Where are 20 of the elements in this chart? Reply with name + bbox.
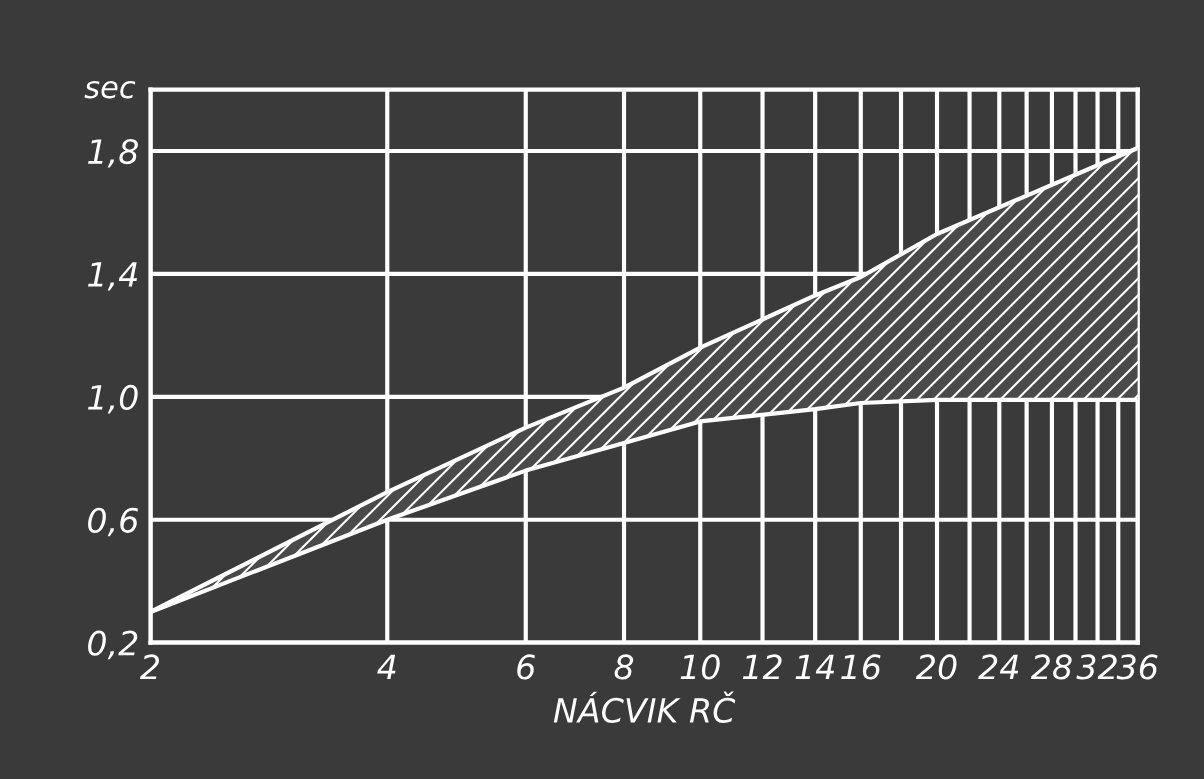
y-tick-label: 0,6 bbox=[88, 507, 138, 537]
x-tick-label: 36 bbox=[1116, 654, 1158, 680]
y-tick-label: 1,4 bbox=[88, 262, 138, 291]
y-axis-title: sec bbox=[84, 80, 136, 99]
x-tick-label: 24 bbox=[978, 654, 1019, 680]
x-tick-label: 16 bbox=[841, 654, 881, 680]
y-tick-label: 0,2 bbox=[88, 630, 138, 660]
y-tick-label: 1,0 bbox=[88, 384, 138, 414]
x-axis-title: NÁCVIK RČ bbox=[553, 691, 736, 723]
x-tick-label: 2 bbox=[140, 654, 160, 680]
x-tick-label: 28 bbox=[1030, 654, 1072, 680]
x-tick-label: 32 bbox=[1076, 654, 1117, 680]
y-tick-label: 1,8 bbox=[88, 138, 138, 168]
x-tick-label: 20 bbox=[915, 654, 957, 680]
x-tick-label: 12 bbox=[742, 654, 782, 680]
x-tick-label: 10 bbox=[680, 654, 720, 680]
x-tick-label: 14 bbox=[795, 654, 835, 680]
x-tick-label: 4 bbox=[377, 654, 396, 680]
x-tick-label: 8 bbox=[614, 654, 634, 680]
x-tick-label: 6 bbox=[517, 654, 535, 680]
